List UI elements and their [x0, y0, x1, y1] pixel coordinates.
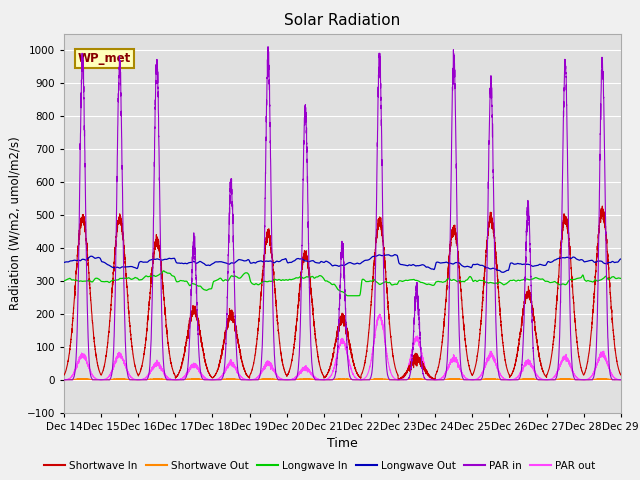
Y-axis label: Radiation (W/m2, umol/m2/s): Radiation (W/m2, umol/m2/s) — [8, 136, 21, 310]
X-axis label: Time: Time — [327, 437, 358, 450]
Legend: Shortwave In, Shortwave Out, Longwave In, Longwave Out, PAR in, PAR out: Shortwave In, Shortwave Out, Longwave In… — [40, 456, 600, 475]
Text: WP_met: WP_met — [78, 52, 131, 65]
Title: Solar Radiation: Solar Radiation — [284, 13, 401, 28]
